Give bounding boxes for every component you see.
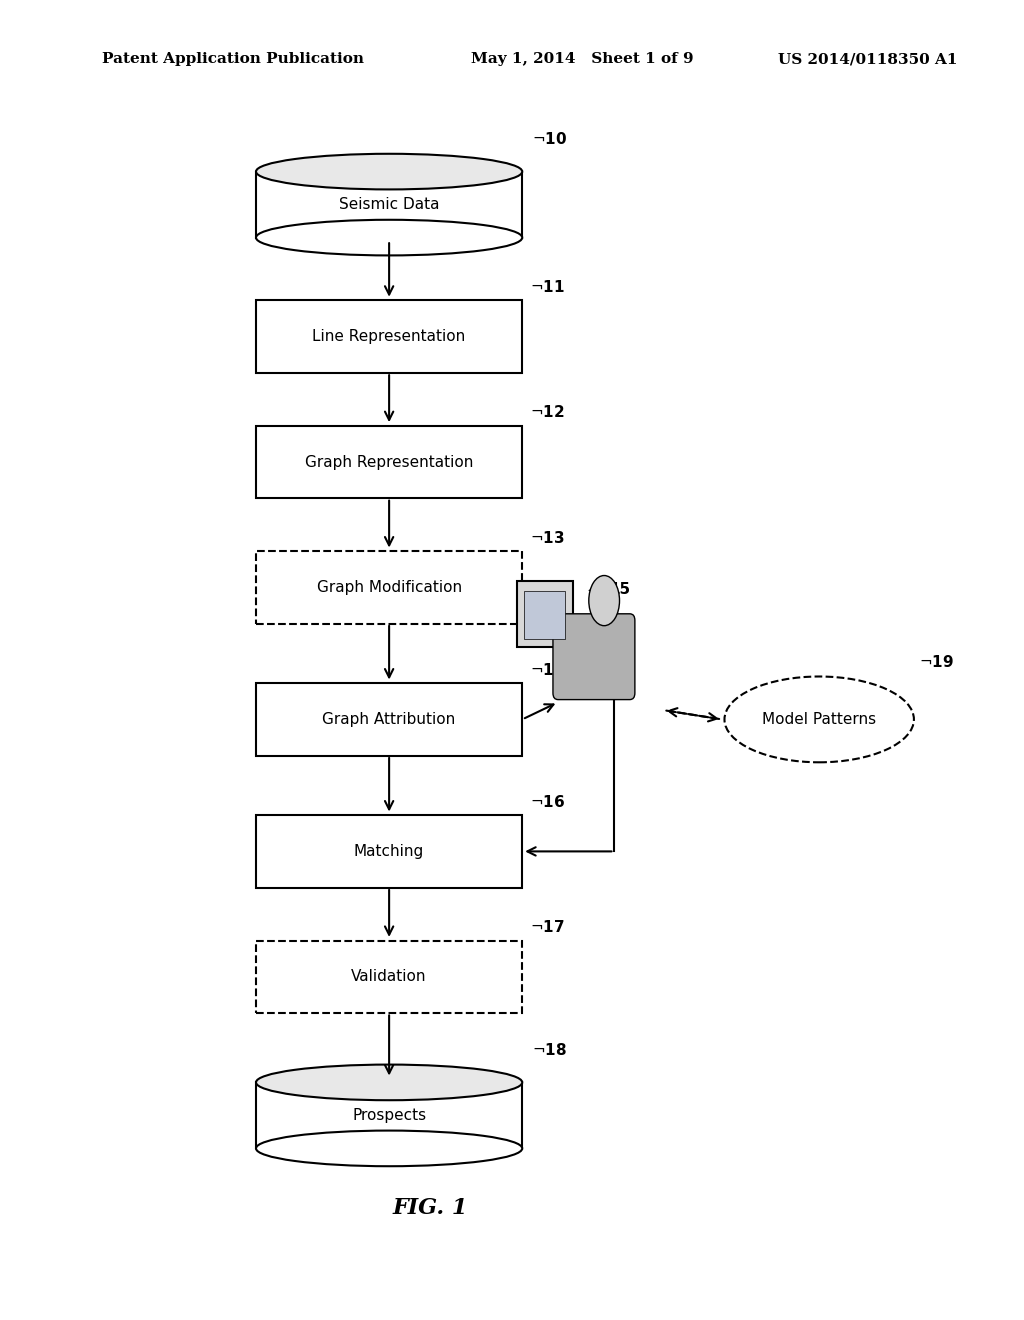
Ellipse shape [256,220,522,256]
Text: Prospects: Prospects [352,1107,426,1123]
Text: US 2014/0118350 A1: US 2014/0118350 A1 [778,53,957,66]
FancyBboxPatch shape [256,425,522,498]
Text: Line Representation: Line Representation [312,329,466,345]
Text: $\neg$16: $\neg$16 [530,793,565,809]
FancyBboxPatch shape [256,300,522,372]
Ellipse shape [256,1064,522,1101]
Text: Graph Attribution: Graph Attribution [323,711,456,727]
Text: Graph Representation: Graph Representation [305,454,473,470]
FancyBboxPatch shape [524,591,565,639]
Text: Validation: Validation [351,969,427,985]
FancyBboxPatch shape [256,684,522,755]
FancyBboxPatch shape [517,581,573,647]
Text: $\neg$19: $\neg$19 [920,653,954,671]
Text: $\neg$10: $\neg$10 [532,131,567,148]
Text: FIG. 1: FIG. 1 [392,1197,468,1218]
FancyBboxPatch shape [256,940,522,1014]
Ellipse shape [725,676,914,762]
Text: May 1, 2014   Sheet 1 of 9: May 1, 2014 Sheet 1 of 9 [471,53,693,66]
FancyBboxPatch shape [553,614,635,700]
Text: 15: 15 [609,582,630,597]
Ellipse shape [256,153,522,189]
Text: Model Patterns: Model Patterns [762,711,877,727]
FancyBboxPatch shape [256,550,522,623]
Text: Matching: Matching [354,843,424,859]
Text: Seismic Data: Seismic Data [339,197,439,213]
Text: $\neg$17: $\neg$17 [530,919,565,935]
Text: Graph Modification: Graph Modification [316,579,462,595]
Text: Patent Application Publication: Patent Application Publication [102,53,365,66]
Text: $\neg$13: $\neg$13 [530,529,565,546]
FancyBboxPatch shape [256,1082,522,1148]
FancyBboxPatch shape [256,816,522,888]
Text: $\neg$11: $\neg$11 [530,279,565,296]
Text: $\neg$18: $\neg$18 [532,1041,567,1059]
Ellipse shape [256,1130,522,1167]
Text: $\neg$12: $\neg$12 [530,404,565,420]
FancyBboxPatch shape [256,172,522,238]
Text: $\neg$14: $\neg$14 [530,661,565,678]
Ellipse shape [589,576,620,626]
